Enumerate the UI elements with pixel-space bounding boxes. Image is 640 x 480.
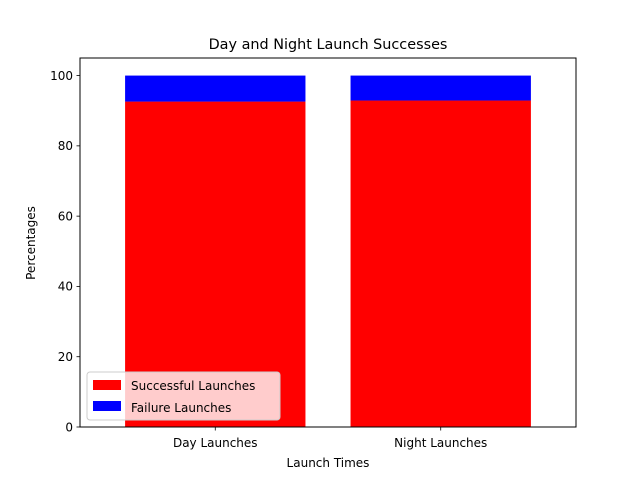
x-axis-label: Launch Times — [287, 456, 370, 470]
y-tick-label: 40 — [58, 280, 73, 294]
legend-swatch-successful — [93, 380, 121, 390]
x-axis: Day Launches Night Launches — [173, 427, 487, 450]
y-tick-label: 0 — [65, 420, 73, 434]
x-tick-label: Day Launches — [173, 436, 258, 450]
legend: Successful Launches Failure Launches — [86, 371, 281, 421]
y-tick-label: 60 — [58, 209, 73, 223]
bars-group — [125, 75, 531, 427]
legend-label-successful: Successful Launches — [131, 379, 255, 393]
y-tick-label: 80 — [58, 139, 73, 153]
legend-box — [86, 371, 281, 421]
bar-night-launches-successful-launches — [350, 100, 531, 427]
chart-title: Day and Night Launch Successes — [209, 37, 448, 53]
legend-label-failure: Failure Launches — [131, 401, 231, 415]
x-tick-label: Night Launches — [394, 436, 487, 450]
legend-swatch-failure — [93, 401, 121, 411]
y-axis: 0 20 40 60 80 100 — [50, 69, 80, 434]
y-tick-label: 100 — [50, 69, 73, 83]
bar-night-launches-failure-launches — [350, 75, 531, 101]
y-tick-label: 20 — [58, 350, 73, 364]
bar-day-launches-failure-launches — [125, 75, 306, 102]
y-axis-label: Percentages — [24, 206, 38, 280]
plot-frame — [79, 57, 577, 428]
